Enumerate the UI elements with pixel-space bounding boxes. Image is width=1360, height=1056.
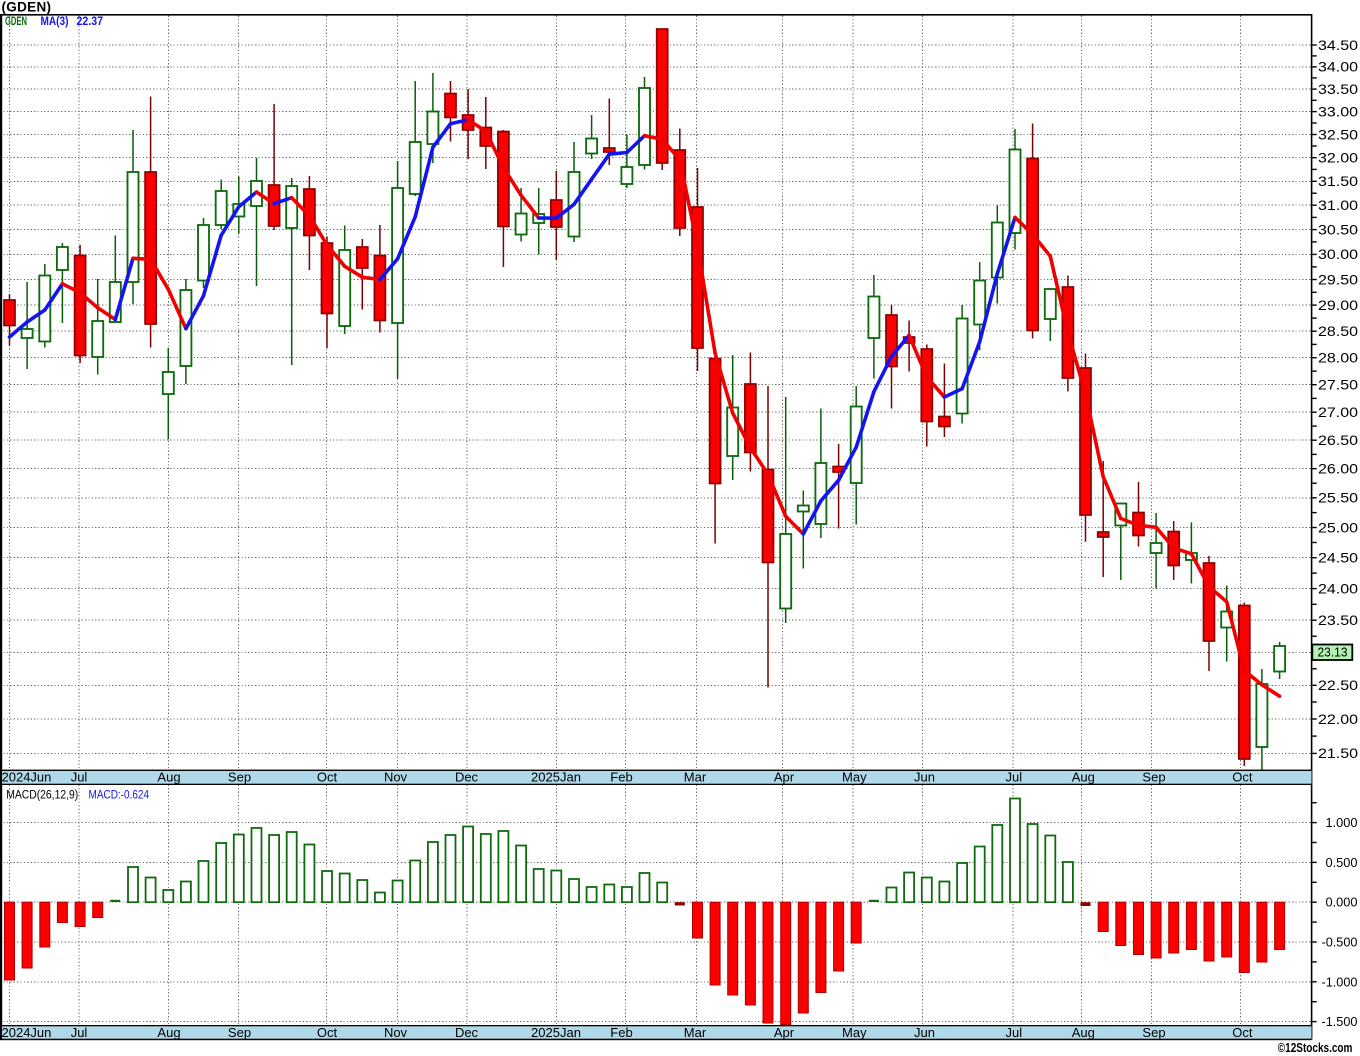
svg-text:Sep: Sep [228, 1025, 251, 1040]
svg-text:MACD(26,12,9): MACD(26,12,9) [6, 790, 78, 802]
svg-text:31.00: 31.00 [1318, 198, 1358, 213]
svg-text:MA(3): MA(3) [41, 16, 69, 28]
svg-text:Oct: Oct [1232, 1025, 1253, 1040]
svg-text:22.37: 22.37 [77, 16, 104, 28]
svg-text:26.00: 26.00 [1318, 462, 1358, 477]
svg-text:May: May [842, 770, 867, 785]
svg-text:2024Jun: 2024Jun [2, 1025, 52, 1040]
svg-text:Oct: Oct [317, 770, 338, 785]
svg-text:25.50: 25.50 [1318, 491, 1358, 506]
svg-text:Mar: Mar [684, 1025, 707, 1040]
svg-text:30.50: 30.50 [1318, 222, 1358, 237]
svg-text:Jun: Jun [914, 1025, 935, 1040]
svg-text:33.00: 33.00 [1318, 104, 1358, 119]
svg-text:32.00: 32.00 [1318, 151, 1358, 166]
svg-text:32.50: 32.50 [1318, 127, 1358, 142]
svg-text:34.00: 34.00 [1318, 60, 1358, 75]
svg-text:Apr: Apr [774, 770, 795, 785]
svg-text:Oct: Oct [1232, 770, 1253, 785]
svg-text:31.50: 31.50 [1318, 174, 1358, 189]
svg-text:29.50: 29.50 [1318, 272, 1358, 287]
svg-text:May: May [842, 1025, 867, 1040]
svg-text:26.50: 26.50 [1318, 433, 1358, 448]
svg-text:2024Jun: 2024Jun [2, 770, 52, 785]
svg-text:22.00: 22.00 [1318, 712, 1358, 727]
svg-text:-0.500: -0.500 [1322, 936, 1358, 950]
svg-text:Jul: Jul [1005, 1025, 1022, 1040]
svg-text:MACD:-0.624: MACD:-0.624 [89, 790, 150, 802]
svg-text:Apr: Apr [774, 1025, 795, 1040]
svg-text:22.50: 22.50 [1318, 678, 1358, 693]
svg-text:Nov: Nov [384, 1025, 408, 1040]
svg-text:Dec: Dec [455, 1025, 479, 1040]
svg-text:Aug: Aug [1072, 1025, 1095, 1040]
svg-text:Aug: Aug [157, 1025, 180, 1040]
svg-text:34.50: 34.50 [1318, 38, 1358, 53]
svg-text:33.50: 33.50 [1318, 82, 1358, 97]
svg-text:24.50: 24.50 [1318, 551, 1358, 566]
svg-text:(GDEN): (GDEN) [2, 0, 52, 15]
svg-text:2025Jan: 2025Jan [531, 770, 581, 785]
svg-text:Aug: Aug [157, 770, 180, 785]
svg-text:0.500: 0.500 [1326, 856, 1358, 870]
svg-text:27.00: 27.00 [1318, 405, 1358, 420]
svg-text:©12Stocks.com: ©12Stocks.com [1278, 1041, 1353, 1055]
svg-text:23.50: 23.50 [1318, 613, 1358, 628]
svg-text:23.13: 23.13 [1318, 646, 1348, 660]
svg-text:Nov: Nov [384, 770, 408, 785]
svg-text:2025Jan: 2025Jan [531, 1025, 581, 1040]
svg-text:25.00: 25.00 [1318, 520, 1358, 535]
svg-text:Feb: Feb [610, 770, 632, 785]
svg-text:Dec: Dec [455, 770, 479, 785]
svg-text:GDEN: GDEN [5, 16, 27, 28]
svg-text:28.00: 28.00 [1318, 351, 1358, 366]
svg-text:27.50: 27.50 [1318, 378, 1358, 393]
svg-text:-1.500: -1.500 [1322, 1015, 1358, 1029]
svg-text:Sep: Sep [1142, 1025, 1165, 1040]
svg-text:0.000: 0.000 [1326, 896, 1358, 910]
svg-text:Jul: Jul [1005, 770, 1022, 785]
svg-text:Oct: Oct [317, 1025, 338, 1040]
svg-text:Sep: Sep [228, 770, 251, 785]
svg-text:30.00: 30.00 [1318, 247, 1358, 262]
svg-text:Mar: Mar [684, 770, 707, 785]
svg-text:Feb: Feb [610, 1025, 632, 1040]
svg-text:-1.000: -1.000 [1322, 975, 1358, 989]
svg-text:29.00: 29.00 [1318, 298, 1358, 313]
svg-text:Sep: Sep [1142, 770, 1165, 785]
svg-text:21.50: 21.50 [1318, 746, 1358, 761]
svg-text:28.50: 28.50 [1318, 324, 1358, 339]
svg-text:Jul: Jul [71, 1025, 88, 1040]
svg-text:24.00: 24.00 [1318, 581, 1358, 596]
svg-text:Jun: Jun [914, 770, 935, 785]
svg-text:Aug: Aug [1072, 770, 1095, 785]
svg-text:Jul: Jul [71, 770, 88, 785]
svg-text:1.000: 1.000 [1326, 816, 1358, 830]
